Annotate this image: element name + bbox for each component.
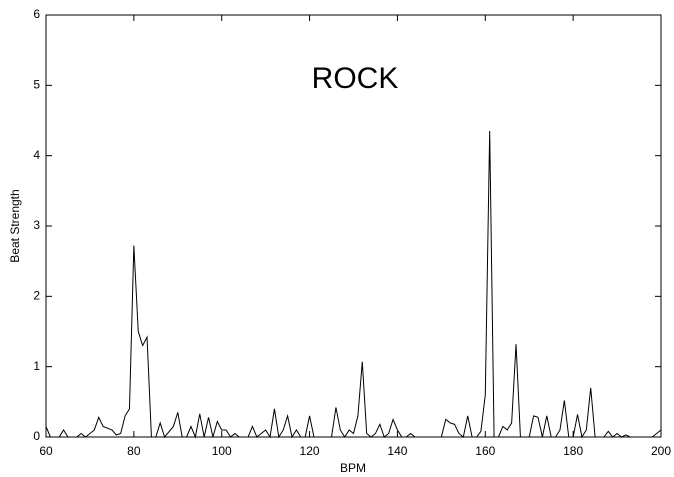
y-tick-label: 1	[33, 359, 40, 373]
data-line	[45, 131, 662, 439]
y-tick-label: 6	[33, 7, 40, 21]
chart-title: ROCK	[312, 62, 399, 95]
x-tick-label: 160	[475, 444, 495, 458]
x-tick-label: 60	[39, 444, 53, 458]
y-tick-label: 0	[33, 429, 40, 443]
x-tick-label: 140	[387, 444, 407, 458]
y-tick-label: 4	[33, 148, 40, 162]
x-tick-label: 200	[651, 444, 671, 458]
y-tick-label: 3	[33, 218, 40, 232]
x-axis-label: BPM	[340, 461, 366, 475]
x-tick-label: 180	[563, 444, 583, 458]
y-axis-label: Beat Strength	[8, 189, 22, 262]
y-tick-label: 5	[33, 78, 40, 92]
y-tick-label: 2	[33, 289, 40, 303]
x-tick-label: 80	[127, 444, 141, 458]
x-tick-label: 100	[212, 444, 232, 458]
x-tick-label: 120	[300, 444, 320, 458]
